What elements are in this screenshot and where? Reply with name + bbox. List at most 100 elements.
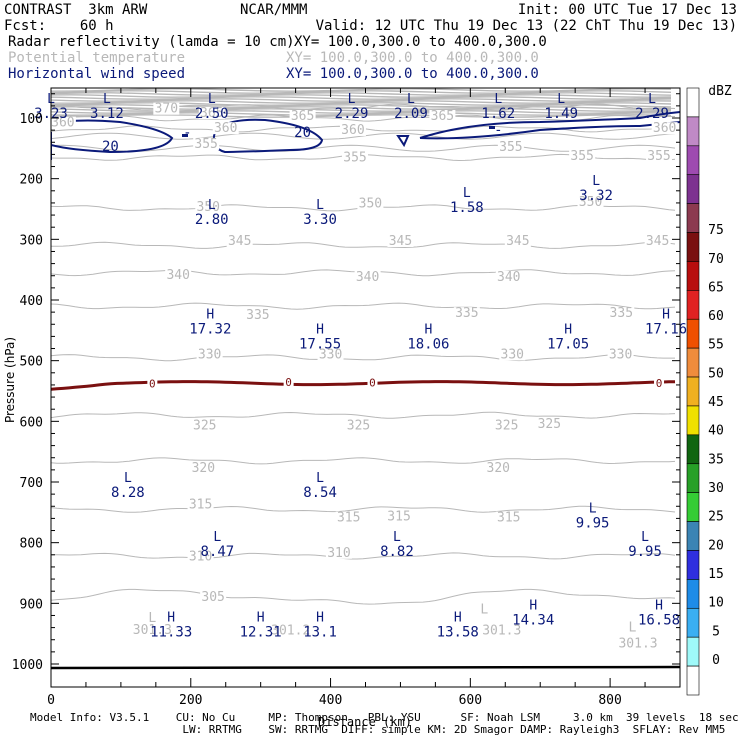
wind-extremum-marker: L <box>316 471 324 486</box>
theta-label: 355 <box>499 140 522 155</box>
theta-label-bg <box>536 418 563 431</box>
wind-extremum-value: 2.29 <box>635 106 669 122</box>
colorbar-label: 45 <box>708 395 724 410</box>
theta-label: 360 <box>341 123 364 138</box>
wind-extremum-value: 18.06 <box>407 336 449 352</box>
field-theta-name: Potential temperature <box>8 50 186 66</box>
y-tick-label: 700 <box>20 476 43 491</box>
theta-label: 325 <box>538 417 561 432</box>
colorbar-swatch <box>686 463 700 493</box>
wind-extremum-marker: H <box>529 599 537 614</box>
wind-extremum-value: 2.29 <box>335 106 369 122</box>
theta-label: 320 <box>192 461 215 476</box>
theta-label-bg <box>49 116 76 129</box>
refl-label-bg <box>367 376 378 388</box>
surface-line <box>51 665 680 670</box>
colorbar-swatch <box>686 665 700 696</box>
wind-extremum-marker: L <box>103 92 111 107</box>
wind-contour-label: - <box>494 123 502 139</box>
theta-label: 355 <box>570 149 593 164</box>
theta-label-bg <box>354 270 381 283</box>
colorbar-title: dBZ <box>708 84 732 99</box>
field-wind-xy: XY= 100.0,300.0 to 400.0,300.0 <box>286 66 539 82</box>
theta-label: 315 <box>189 497 212 512</box>
wind-contour-dot <box>489 126 495 129</box>
colorbar-swatch <box>686 347 700 378</box>
colorbar-swatch <box>686 405 700 436</box>
colorbar-label: 60 <box>708 309 724 324</box>
theta-label: 355 <box>194 137 217 152</box>
theta-band-line <box>51 88 672 92</box>
wind-extremum-marker: L <box>213 530 221 545</box>
theta-band-line <box>51 92 672 96</box>
theta-label: 360 <box>51 116 74 131</box>
colorbar-label: 65 <box>708 280 724 295</box>
theta-label-bg <box>212 122 239 135</box>
x-axis-label: Distance (km) <box>318 715 412 729</box>
theta-label-bg <box>190 461 217 474</box>
wind-contour-dot <box>182 134 188 137</box>
colorbar-label: 55 <box>708 338 724 353</box>
theta-label-bg <box>497 140 524 153</box>
colorbar-swatch <box>686 521 700 551</box>
theta-label-bg <box>607 348 634 361</box>
refl-label-bg <box>147 377 158 389</box>
theta-label-bg <box>339 123 366 136</box>
theta-band-line <box>51 114 672 118</box>
theta-band-line <box>51 102 672 106</box>
theta-label-bg <box>453 307 480 320</box>
wind-extremum-value: 12.31 <box>240 625 282 641</box>
theta-label: 355 <box>647 149 670 164</box>
colorbar-swatch <box>686 174 700 204</box>
theta-label: 365 <box>291 109 314 124</box>
theta-label-bg <box>646 150 673 163</box>
wind-extremum-value: 8.28 <box>111 485 145 501</box>
theta-min-label: 301.3 <box>482 624 521 639</box>
wind-extremum-value: 2.80 <box>195 212 229 228</box>
theta-band-line <box>51 110 672 114</box>
theta-label: 360 <box>214 121 237 136</box>
theta-label-bg <box>387 234 414 247</box>
wind-extremum-marker: L <box>463 186 471 201</box>
theta-label-bg <box>187 498 214 511</box>
wind-extremum-marker: H <box>167 611 175 626</box>
theta-label: 335 <box>246 308 269 323</box>
theta-label-bg <box>325 546 352 559</box>
center-name: NCAR/MMM <box>240 2 308 18</box>
wind-extremum-marker: H <box>316 322 324 337</box>
x-tick-label: 800 <box>598 693 621 708</box>
run-title: CONTRAST 3km ARW <box>4 2 148 18</box>
theta-label: 310 <box>327 546 350 561</box>
theta-label: 340 <box>497 270 520 285</box>
theta-label-bg <box>196 348 223 361</box>
theta-band-line <box>51 98 672 102</box>
theta-label-bg <box>200 591 227 604</box>
wind-extremum-value: 13.58 <box>437 625 479 641</box>
wind-extremum-marker: L <box>348 92 356 107</box>
theta-label: 345 <box>646 234 669 249</box>
wind-extremum-value: 9.95 <box>628 544 662 560</box>
colorbar-label: 0 <box>712 653 720 668</box>
theta-band-line <box>51 108 672 112</box>
theta-contour-line <box>51 132 676 140</box>
field-reflectivity-name: Radar reflectivity (lamda = 10 cm) <box>8 34 295 50</box>
colorbar-label: 40 <box>708 424 724 439</box>
colorbar-label: 10 <box>708 596 724 611</box>
colorbar-swatch <box>686 607 700 638</box>
wind-extremum-value: 3.12 <box>90 106 124 122</box>
colorbar-swatch <box>686 318 700 349</box>
wind-extremum-value: 3.32 <box>579 188 613 204</box>
theta-min-marker: L <box>629 621 637 636</box>
wind-contour-20 <box>51 119 174 154</box>
theta-label-bg <box>198 106 225 119</box>
wind-extremum-value: 16.58 <box>638 613 680 629</box>
wind-extremum-marker: H <box>424 322 432 337</box>
colorbar-label: 30 <box>708 481 724 496</box>
colorbar-label: 15 <box>708 567 724 582</box>
wind-extremum-value: 17.16 <box>645 321 687 337</box>
theta-label: 355 <box>343 150 366 165</box>
wind-extremum-value: 17.32 <box>189 321 231 337</box>
theta-label: 335 <box>455 306 478 321</box>
theta-label-bg <box>345 419 372 432</box>
wind-extremum-value: 9.95 <box>576 515 610 531</box>
